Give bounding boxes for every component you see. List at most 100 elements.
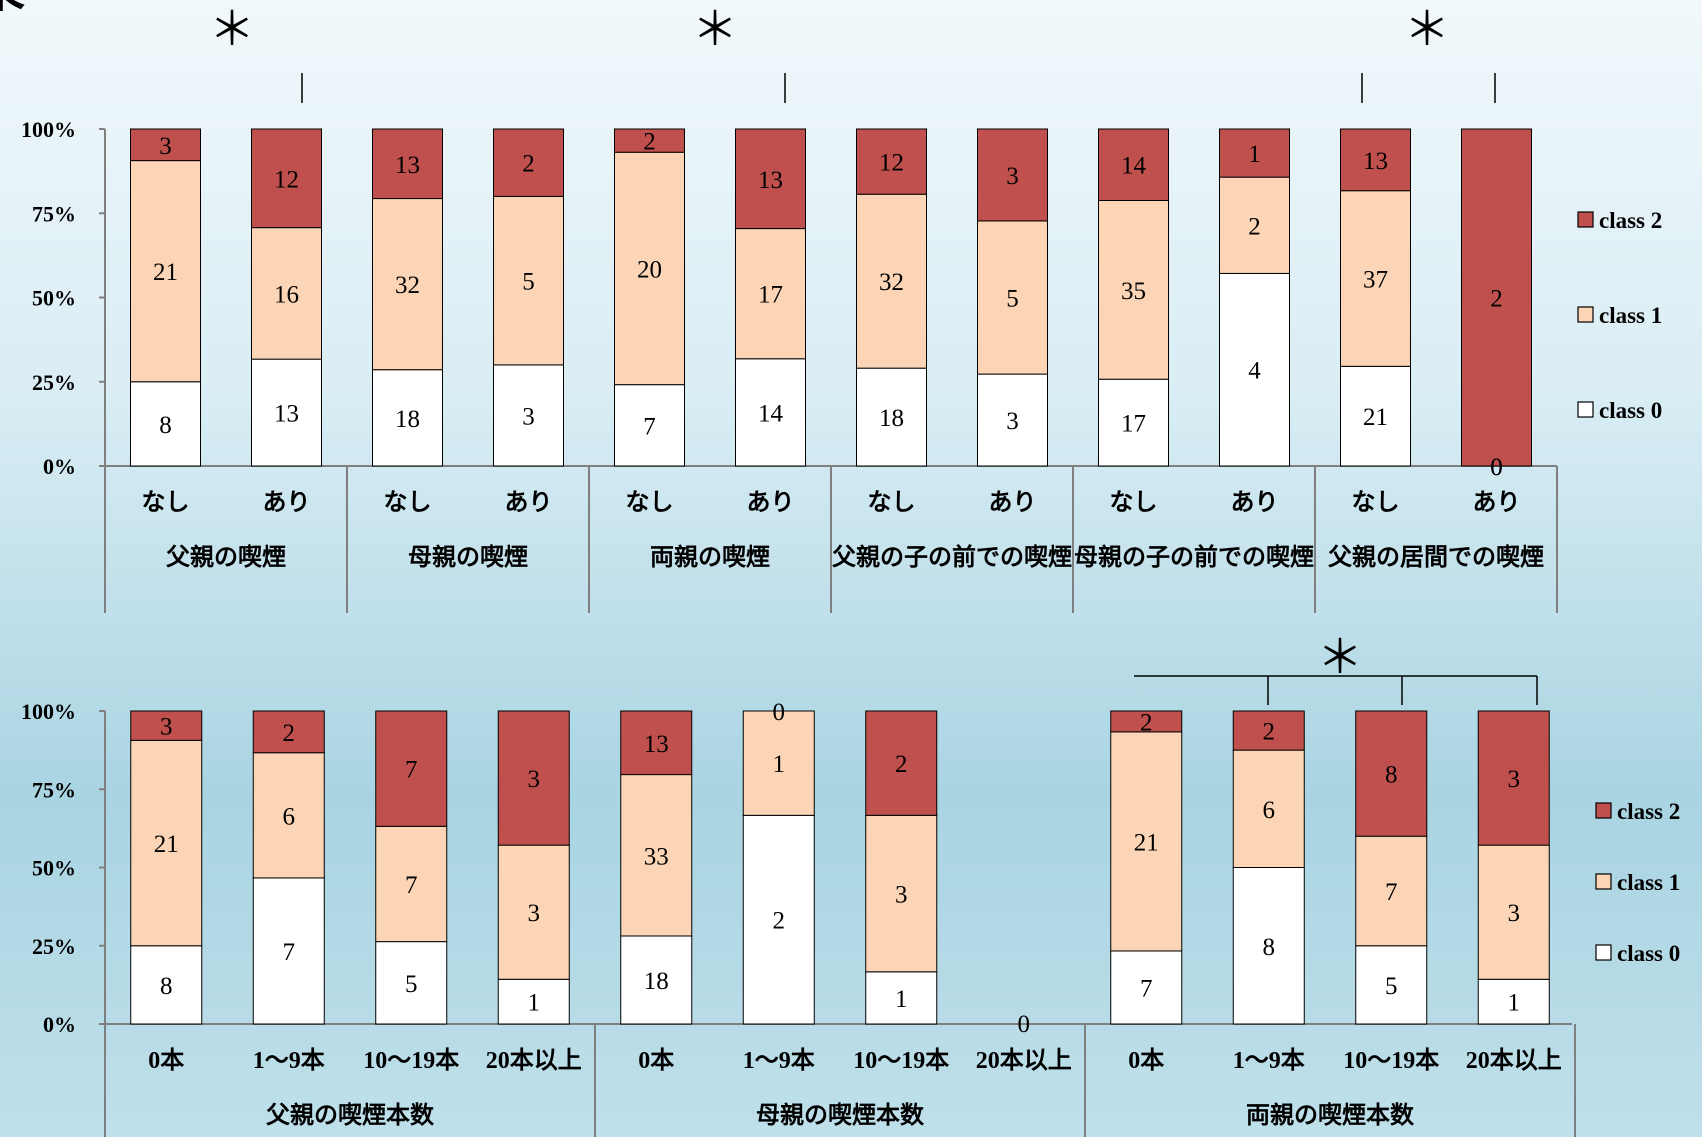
- category-label: なし: [142, 490, 190, 516]
- data-label: 2: [643, 129, 656, 156]
- legend-swatch-class0: [1595, 944, 1612, 961]
- bar-segment-class0: [130, 381, 201, 467]
- chart-smoking-presence: 0%25%50%75%100%8213なし131612あり父親の喫煙183213…: [21, 4, 1662, 613]
- data-label: 3: [1006, 408, 1019, 435]
- legend-label-class1: class 1: [1617, 870, 1680, 895]
- data-label: 14: [758, 400, 784, 427]
- bar-segment-class2: [620, 710, 693, 776]
- category-label: なし: [626, 490, 674, 516]
- data-label: 3: [1006, 163, 1019, 190]
- bar-segment-class0: [251, 358, 322, 467]
- data-label: 7: [283, 939, 296, 966]
- y-tick-label: 0%: [43, 1012, 76, 1037]
- data-label: 3: [895, 882, 908, 909]
- data-label: 18: [879, 405, 904, 432]
- data-label: 14: [1121, 153, 1147, 180]
- data-label: 8: [1385, 762, 1398, 789]
- data-label: 17: [1121, 411, 1146, 438]
- bar-segment-class2: [130, 128, 201, 162]
- bar-segment-class0: [742, 814, 815, 1025]
- category-label: あり: [1473, 490, 1521, 516]
- category-label: 10～19本: [363, 1047, 459, 1074]
- bar-segment-class1: [620, 774, 693, 937]
- bar-segment-class1: [372, 198, 443, 371]
- data-label: 12: [274, 166, 299, 193]
- data-label: 35: [1121, 278, 1146, 305]
- data-label: 0: [1490, 454, 1503, 481]
- bar-segment-class2: [130, 710, 203, 741]
- category-label: 1～9本: [253, 1047, 325, 1074]
- category-label: あり: [263, 490, 311, 516]
- category-label: 0本: [1128, 1047, 1164, 1074]
- bar-segment-class2: [614, 128, 685, 153]
- bar-segment-class0: [1477, 978, 1550, 1025]
- data-label: 0: [1018, 1011, 1031, 1038]
- data-label: 7: [643, 413, 656, 440]
- category-label: 10～19本: [853, 1047, 949, 1074]
- bar-segment-class2: [865, 710, 938, 816]
- bar-segment-class0: [1219, 272, 1290, 467]
- data-label: 7: [1140, 975, 1153, 1002]
- data-label: 3: [159, 133, 172, 160]
- data-label: 17: [758, 282, 783, 309]
- data-label: 32: [395, 272, 420, 299]
- bar-segment-class0: [375, 941, 448, 1025]
- data-label: 2: [1263, 719, 1276, 746]
- data-label: 2: [522, 151, 535, 178]
- data-label: 0: [773, 699, 786, 726]
- data-label: 1: [895, 986, 908, 1013]
- data-label: 8: [159, 412, 172, 439]
- data-label: 21: [153, 259, 178, 286]
- bar-segment-class0: [735, 358, 806, 467]
- category-label: 1～9本: [1233, 1047, 1305, 1074]
- bar-segment-class2: [251, 128, 322, 229]
- data-label: 5: [522, 269, 535, 296]
- data-label: 13: [274, 401, 299, 428]
- data-label: 37: [1363, 267, 1388, 294]
- data-label: 2: [1490, 286, 1503, 313]
- y-tick-label: 75%: [32, 777, 76, 802]
- data-label: 21: [1134, 829, 1159, 856]
- data-label: 12: [879, 150, 904, 177]
- data-label: 2: [895, 751, 908, 778]
- bar-segment-class1: [742, 710, 815, 816]
- data-label: 32: [879, 269, 904, 296]
- legend-label-class0: class 0: [1617, 941, 1680, 966]
- data-label: 2: [283, 720, 296, 747]
- bar-segment-class1: [251, 227, 322, 360]
- bar-segment-class1: [1232, 749, 1305, 868]
- bar-segment-class0: [977, 373, 1048, 467]
- bar-segment-class0: [1232, 867, 1305, 1025]
- bar-segment-class0: [130, 945, 203, 1025]
- data-label: 1: [1248, 141, 1261, 168]
- category-label: 1～9本: [743, 1047, 815, 1074]
- y-tick-label: 75%: [32, 201, 76, 226]
- significance-marker: ＊: [692, 4, 738, 55]
- bar-segment-class0: [1098, 378, 1169, 467]
- group-label: 母親の子の前での喫煙: [1074, 543, 1314, 571]
- legend-swatch-class1: [1577, 306, 1594, 323]
- data-label: 5: [1385, 973, 1398, 1000]
- data-label: 13: [644, 731, 669, 758]
- bar-segment-class1: [1110, 731, 1183, 952]
- bar-segment-class1: [130, 160, 201, 383]
- significance-marker: ＊: [1317, 632, 1363, 683]
- bar-segment-class0: [252, 877, 325, 1025]
- bar-segment-class1: [1219, 176, 1290, 274]
- category-label: なし: [1110, 490, 1158, 516]
- y-tick-label: 0%: [43, 454, 76, 479]
- legend-label-class2: class 2: [1617, 799, 1680, 824]
- data-label: 5: [405, 971, 418, 998]
- data-label: 2: [1248, 213, 1261, 240]
- bar-segment-class0: [1355, 945, 1428, 1025]
- data-label: 6: [1263, 797, 1276, 824]
- group-label: 父親の喫煙本数: [266, 1102, 435, 1129]
- bar-segment-class1: [865, 814, 938, 973]
- group-label: 父親の居間での喫煙: [1328, 544, 1544, 571]
- bar-segment-class2: [1461, 128, 1532, 467]
- category-label: 0本: [638, 1047, 674, 1074]
- bar-segment-class2: [493, 128, 564, 197]
- bar-segment-class1: [1355, 835, 1428, 947]
- category-label: なし: [384, 490, 432, 516]
